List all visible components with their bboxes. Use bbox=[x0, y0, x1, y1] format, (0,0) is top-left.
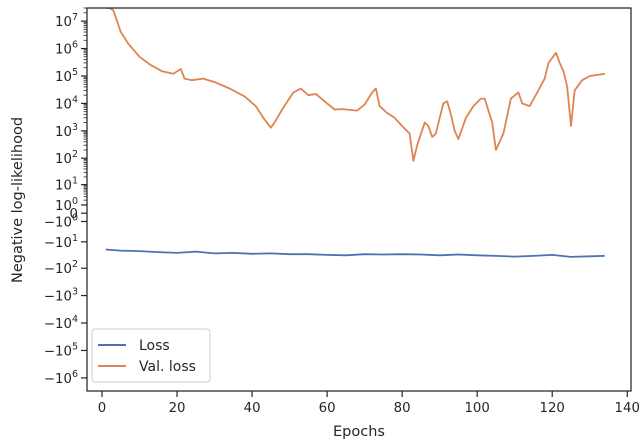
y-axis-title: Negative log-likelihood bbox=[10, 117, 26, 283]
x-tick-label: 20 bbox=[169, 401, 186, 416]
x-tick-label: 40 bbox=[244, 401, 261, 416]
legend-frame bbox=[91, 328, 211, 383]
y-tick-label: 101 bbox=[55, 176, 78, 194]
y-tick-label: −100 bbox=[44, 212, 78, 230]
legend-label-val-loss: Val. loss bbox=[139, 359, 196, 375]
y-tick-label: 107 bbox=[55, 12, 78, 30]
y-tick-label: −103 bbox=[44, 287, 78, 305]
y-tick-label: −105 bbox=[44, 341, 78, 359]
x-axis-title: Epochs bbox=[333, 424, 385, 440]
y-tick-label: 103 bbox=[55, 122, 78, 140]
y-tick-label: 100 bbox=[55, 196, 78, 214]
series-line-val-loss bbox=[105, 8, 605, 162]
x-tick-label: 0 bbox=[98, 401, 106, 416]
y-tick-label: −104 bbox=[44, 314, 78, 332]
plot-layer bbox=[105, 8, 605, 258]
legend: Loss Val. loss bbox=[91, 328, 211, 383]
y-tick-label: 106 bbox=[55, 40, 78, 58]
legend-label-loss: Loss bbox=[139, 338, 170, 354]
x-tick-label: 100 bbox=[464, 401, 489, 416]
y-tick-label: −101 bbox=[44, 233, 78, 251]
plot-area-frame bbox=[86, 7, 632, 392]
y-tick-label: −106 bbox=[44, 369, 78, 387]
x-tick-label: 60 bbox=[319, 401, 336, 416]
x-axis: 0 20 40 60 80 100 120 140 bbox=[98, 391, 639, 416]
series-line-loss bbox=[105, 248, 605, 258]
y-tick-label: −102 bbox=[44, 259, 78, 277]
x-tick-label: 120 bbox=[540, 401, 565, 416]
y-tick-label: 102 bbox=[55, 149, 78, 167]
x-tick-label: 80 bbox=[394, 401, 411, 416]
x-tick-label: 140 bbox=[615, 401, 639, 416]
y-tick-label: 0 bbox=[70, 207, 78, 222]
y-tick-label: 105 bbox=[55, 67, 78, 85]
y-tick-label: 104 bbox=[55, 94, 78, 112]
